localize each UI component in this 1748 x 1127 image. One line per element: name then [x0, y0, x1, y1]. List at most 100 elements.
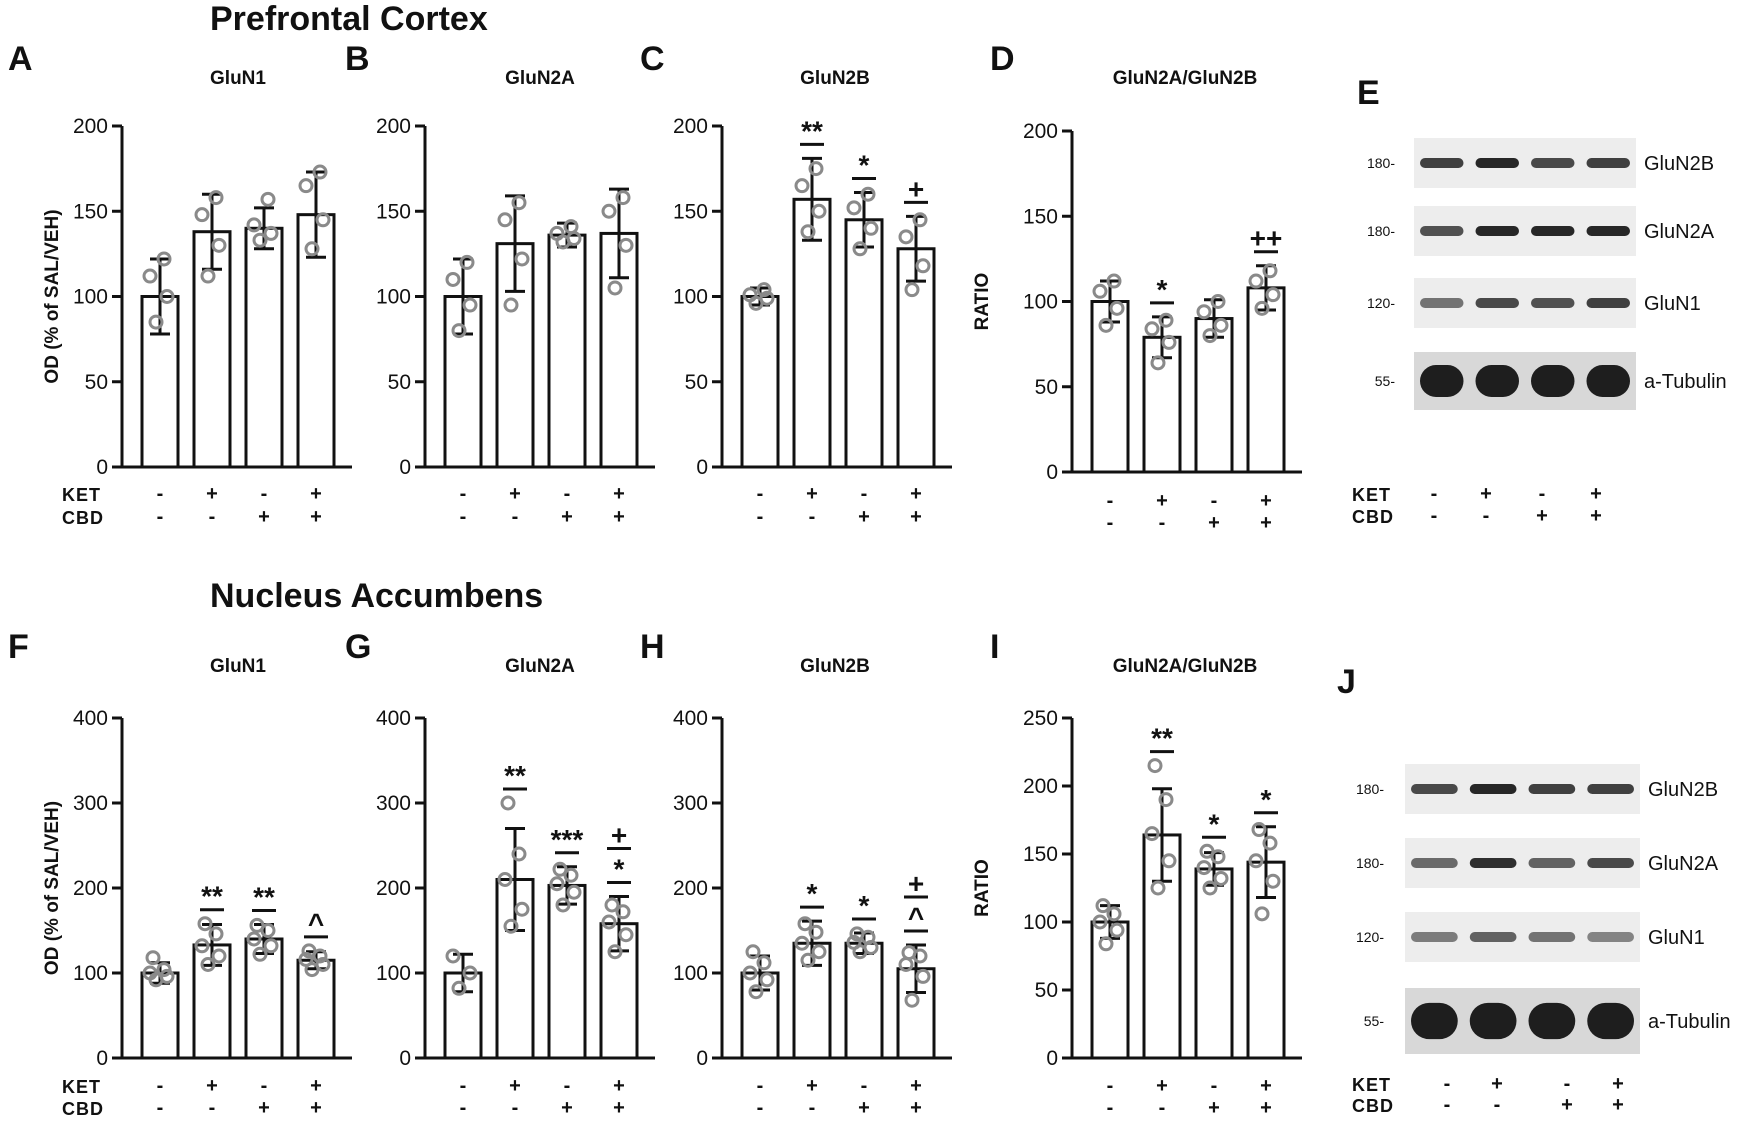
treatment-row-label-ket: KET: [1352, 1075, 1391, 1095]
panel-letter: D: [990, 40, 1015, 78]
data-point: [1262, 263, 1278, 279]
ket-treatment-sign: -: [757, 1075, 764, 1097]
panel-letter: J: [1337, 663, 1356, 701]
data-point: [915, 968, 931, 984]
ket-treatment-sign: +: [1260, 490, 1272, 512]
y-tick-label: 50: [1035, 376, 1058, 399]
cbd-treatment-sign: +: [258, 506, 270, 528]
data-point: [742, 287, 758, 303]
blot-band: [1411, 784, 1458, 794]
y-tick-label: 150: [376, 200, 411, 223]
data-point: [797, 916, 813, 932]
data-point: [904, 992, 920, 1008]
y-tick-label: 50: [85, 371, 108, 394]
molecular-weight-marker: 180-: [1367, 223, 1395, 239]
ket-treatment-sign: -: [460, 1075, 467, 1097]
y-tick-label: 200: [73, 877, 108, 900]
data-point: [759, 972, 775, 988]
chart-title: GluN2A: [505, 68, 575, 89]
cbd-treatment-sign: +: [613, 506, 625, 528]
data-point: [1098, 936, 1114, 952]
ket-treatment-sign: +: [806, 483, 818, 505]
data-point: [1147, 758, 1163, 774]
ket-treatment-sign: +: [509, 1075, 521, 1097]
treatment-row-label-ket: KET: [1352, 485, 1391, 505]
data-point: [549, 225, 565, 241]
cbd-treatment-sign: -: [512, 506, 519, 528]
y-tick-label: 0: [96, 456, 108, 479]
significance-mark: *: [859, 149, 870, 180]
data-point: [511, 846, 527, 862]
cbd-treatment-sign: +: [1590, 505, 1602, 527]
y-tick-label: 0: [96, 1047, 108, 1070]
blot-band: [1420, 158, 1464, 168]
ket-treatment-sign: -: [1564, 1073, 1571, 1095]
cbd-treatment-sign: -: [757, 506, 764, 528]
y-axis-label: RATIO: [972, 859, 993, 917]
data-point: [445, 271, 461, 287]
ket-treatment-sign: -: [1431, 483, 1438, 505]
data-point: [615, 904, 631, 920]
y-tick-label: 0: [399, 1047, 411, 1070]
data-point: [263, 225, 279, 241]
data-point: [912, 212, 928, 228]
cbd-treatment-sign: +: [1260, 512, 1272, 534]
data-point: [511, 195, 527, 211]
y-tick-label: 300: [673, 792, 708, 815]
data-point: [849, 926, 865, 942]
data-point: [249, 917, 265, 933]
chart-panel-i: IGluN2A/GluN2B050100150200250RATIO--**+-…: [972, 628, 1302, 1119]
y-tick-label: 150: [1023, 205, 1058, 228]
blots-layer: E GluN2B 180- GluN2A 180- GluN1 120- a-Tubulin 5…: [1337, 74, 1731, 1116]
y-tick-label: 100: [1023, 291, 1058, 314]
y-axis-label: OD (% of SAL/VEH): [42, 801, 63, 975]
data-point: [298, 178, 314, 194]
blot-band: [1586, 158, 1630, 168]
cbd-treatment-sign: +: [258, 1097, 270, 1119]
data-point: [445, 948, 461, 964]
chart-title: GluN2A: [505, 656, 575, 677]
cbd-treatment-sign: +: [1536, 505, 1548, 527]
chart-title: GluN1: [210, 656, 266, 677]
data-point: [514, 251, 530, 267]
data-point: [1144, 321, 1160, 337]
y-tick-label: 50: [685, 371, 708, 394]
panel-letter: H: [640, 628, 665, 666]
data-point: [745, 944, 761, 960]
data-point: [1265, 873, 1281, 889]
data-point: [618, 927, 634, 943]
data-point: [1251, 822, 1267, 838]
data-point: [1092, 283, 1108, 299]
data-point: [860, 186, 876, 202]
ket-treatment-sign: +: [206, 1075, 218, 1097]
cbd-treatment-sign: -: [809, 1097, 816, 1119]
y-axis-label: RATIO: [972, 273, 993, 331]
blot-band: [1420, 365, 1464, 397]
data-point: [901, 945, 917, 961]
data-point: [1196, 304, 1212, 320]
chart-panel-d: DGluN2A/GluN2B050100150200RATIO--*+--+++…: [972, 40, 1302, 534]
cbd-treatment-sign: -: [1107, 512, 1114, 534]
panel-letter: I: [990, 628, 999, 666]
data-point: [915, 258, 931, 274]
data-point: [1199, 843, 1215, 859]
ket-treatment-sign: +: [1612, 1073, 1624, 1095]
treatment-row-label-ket: KET: [62, 485, 101, 505]
data-point: [1213, 317, 1229, 333]
y-tick-label: 0: [696, 1047, 708, 1070]
bar-sal-veh: [740, 295, 780, 469]
data-point: [549, 876, 565, 892]
cbd-treatment-sign: -: [1107, 1097, 1114, 1119]
ket-treatment-sign: +: [310, 483, 322, 505]
cbd-treatment-sign: -: [157, 506, 164, 528]
blot-band: [1531, 365, 1575, 397]
data-point: [1144, 826, 1160, 842]
data-point: [566, 884, 582, 900]
data-point: [142, 268, 158, 284]
ket-treatment-sign: +: [1260, 1075, 1272, 1097]
